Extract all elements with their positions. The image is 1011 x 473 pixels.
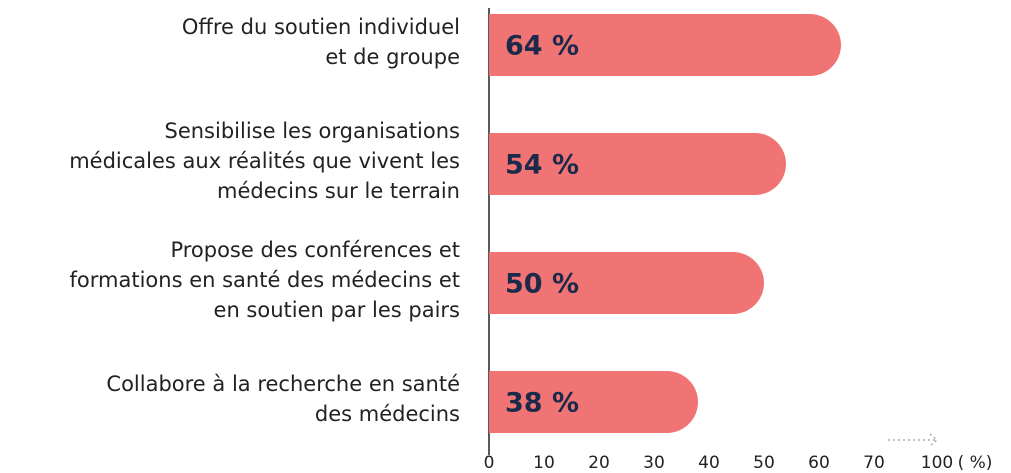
x-tick-label: 100	[921, 453, 953, 473]
x-tick-label: 30	[643, 453, 665, 473]
x-tick-label: 40	[698, 453, 720, 473]
bar	[489, 133, 786, 195]
bar	[489, 252, 764, 314]
category-label: Sensibilise les organisations médicales …	[69, 119, 460, 203]
value-label: 54 %	[505, 150, 579, 181]
value-label: 50 %	[505, 269, 579, 300]
value-label: 64 %	[505, 31, 579, 62]
x-tick-label: 60	[808, 453, 830, 473]
category-label: Propose des conférences et formations en…	[69, 238, 460, 322]
x-tick-label: 50	[753, 453, 775, 473]
x-tick-label: 20	[588, 453, 610, 473]
bar	[489, 14, 841, 76]
bar	[489, 371, 698, 433]
x-axis-label: ( %)	[958, 453, 993, 473]
value-label: 38 %	[505, 388, 579, 419]
axis-break-arrow	[888, 433, 939, 447]
category-label: Offre du soutien individuel et de groupe	[181, 15, 460, 69]
x-tick-label: 0	[484, 453, 495, 473]
x-tick-label: 10	[533, 453, 555, 473]
x-tick-label: 70	[863, 453, 885, 473]
category-label: Collabore à la recherche en santé des mé…	[106, 372, 460, 426]
